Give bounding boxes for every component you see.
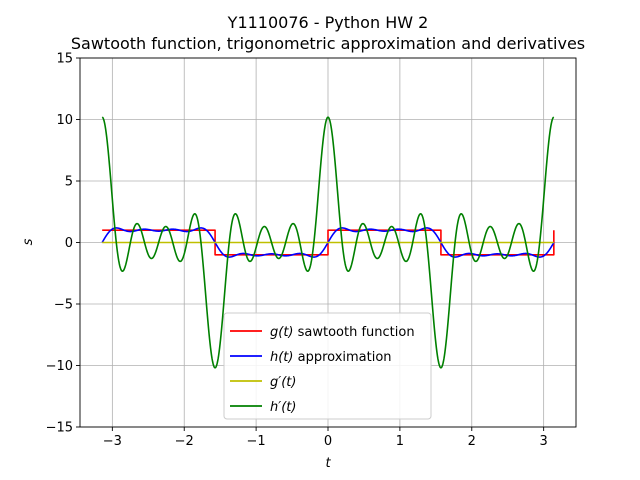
y-tick-label: −15 (46, 421, 73, 436)
x-axis-label: t (325, 456, 331, 471)
chart-title-line2: Sawtooth function, trigonometric approxi… (71, 34, 585, 53)
plot-frame (79, 57, 577, 428)
legend-label-gp: g′(t) (270, 375, 296, 390)
legend: g(t) sawtooth function h(t) approximation… (223, 312, 432, 420)
y-axis-label: s (21, 238, 36, 245)
legend-box (223, 312, 432, 420)
series-line-hp (101, 116, 555, 369)
x-tick-label: −3 (103, 434, 122, 449)
legend-label-g: g(t) sawtooth function (270, 325, 415, 340)
y-tick-label: 0 (65, 236, 73, 251)
x-tick-label: −2 (175, 434, 194, 449)
y-tick-label: 5 (65, 175, 73, 190)
legend-label-h: h(t) approximation (270, 350, 392, 365)
series-lines (101, 116, 555, 369)
x-tick-label: 2 (468, 434, 476, 449)
chart-title-line1: Y1110076 - Python HW 2 (227, 13, 429, 32)
x-tick-label: −1 (247, 434, 266, 449)
legend-label-hp: h′(t) (270, 400, 296, 415)
y-tick-label: −10 (46, 359, 73, 374)
y-tick-label: 10 (56, 113, 73, 128)
y-tick-label: −5 (54, 298, 73, 313)
x-tick-label: 1 (396, 434, 404, 449)
y-tick-label: 15 (56, 52, 73, 67)
x-tick-label: 3 (540, 434, 548, 449)
x-tick-label: 0 (324, 434, 332, 449)
